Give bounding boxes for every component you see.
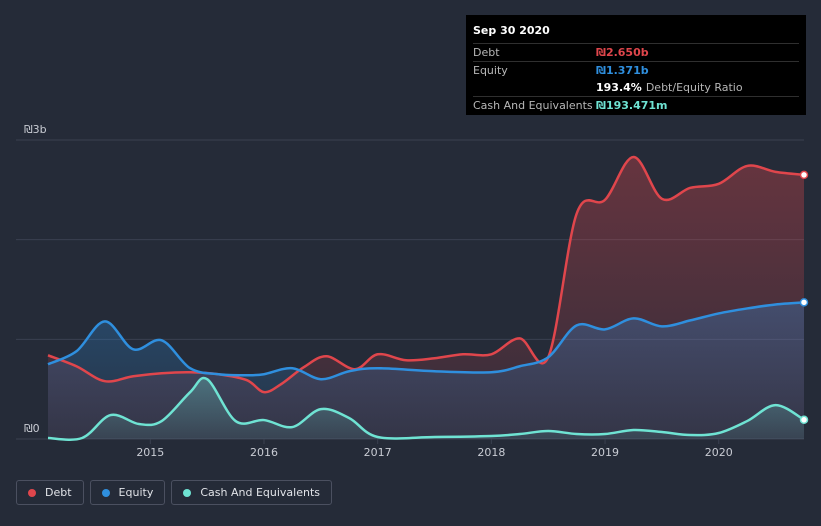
tooltip-debt-label: Debt [473,45,500,59]
tooltip-row-ratio: 193.4% Debt/Equity Ratio [473,79,799,96]
legend-item-cash[interactable]: Cash And Equivalents [171,480,332,505]
cash-end-point [799,415,809,425]
tooltip-row-cash: Cash And Equivalents ₪193.471m [473,96,799,114]
tooltip-ratio-value: 193.4% [596,80,642,94]
tooltip-equity-label: Equity [473,63,508,77]
cash-line [47,376,805,441]
tooltip-row-equity: Equity ₪1.371b [473,61,799,79]
x-tick-label: 2018 [477,446,505,459]
legend-cash-label: Cash And Equivalents [200,486,320,499]
y-tick-label: ₪0 [24,422,40,435]
chart-areas [48,156,804,440]
debt-line [47,155,805,394]
legend-equity-dot-icon [101,488,110,497]
tooltip-panel: Sep 30 2020 Debt ₪2.650b Equity ₪1.371b … [466,15,806,115]
legend-debt-dot-icon [28,488,36,497]
chart-legend: Debt Equity Cash And Equivalents [16,480,332,505]
chart-lines [47,155,809,441]
tooltip-cash-value: ₪193.471m [596,98,668,112]
legend-item-debt[interactable]: Debt [16,480,84,505]
tooltip-row-debt: Debt ₪2.650b [473,43,799,61]
tooltip-debt-value: ₪2.650b [596,45,649,59]
tooltip-date: Sep 30 2020 [473,24,550,37]
y-tick-label: ₪3b [24,123,47,136]
x-tick-label: 2015 [136,446,164,459]
cash-area [48,378,804,440]
chart-axis-labels: ₪3b ₪0 2015 2016 2017 2018 2019 2020 [24,123,733,459]
x-tick-label: 2017 [364,446,392,459]
legend-item-equity[interactable]: Equity [89,480,166,505]
equity-area [48,302,804,439]
x-tick-label: 2016 [250,446,278,459]
tooltip-equity-value: ₪1.371b [596,63,649,77]
legend-cash-dot-icon [183,488,192,497]
x-tick-label: 2019 [591,446,619,459]
tooltip-ratio-label: Debt/Equity Ratio [645,80,743,94]
legend-debt-label: Debt [45,486,72,499]
equity-end-point [799,298,809,307]
x-tick-label: 2020 [705,446,733,459]
equity-line [47,301,805,381]
debt-end-point [799,170,809,180]
legend-equity-label: Equity [118,486,154,499]
tooltip-cash-label: Cash And Equivalents [473,98,593,112]
